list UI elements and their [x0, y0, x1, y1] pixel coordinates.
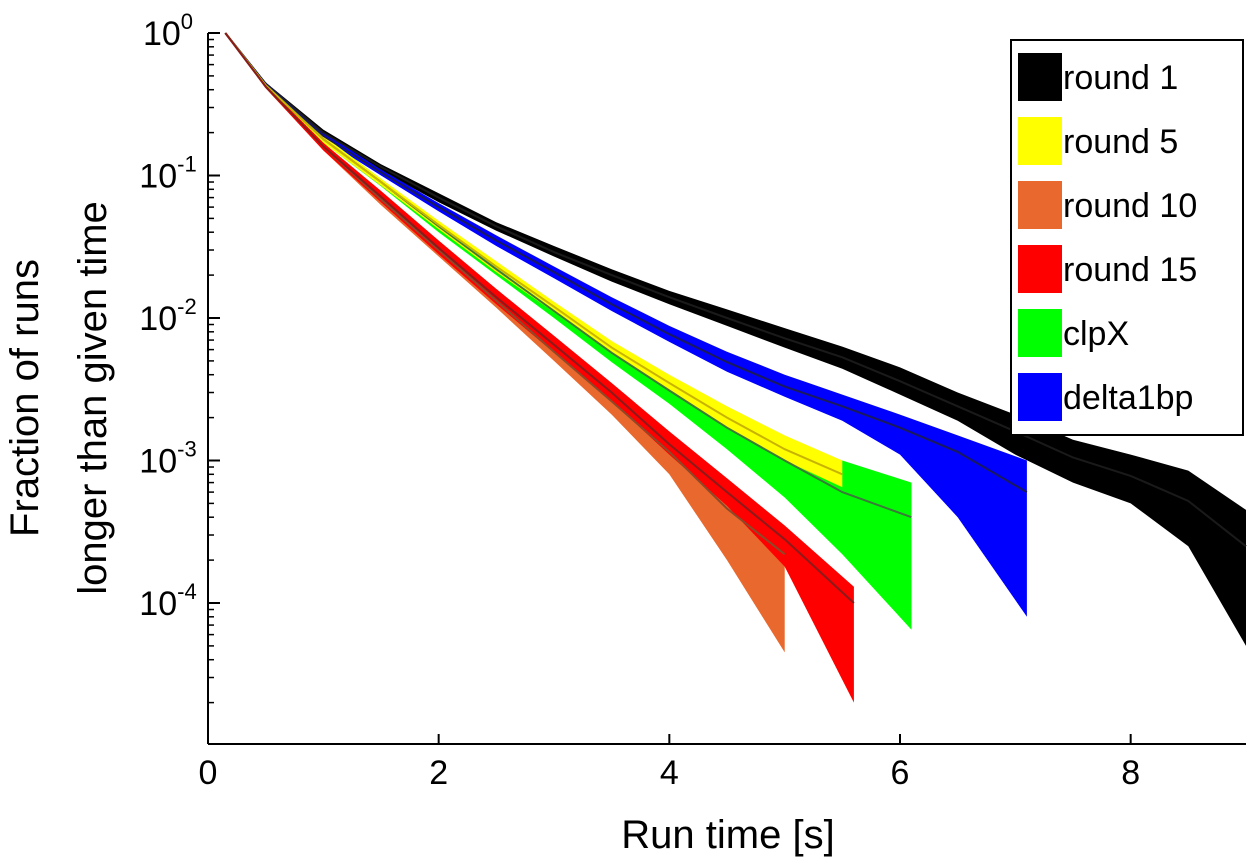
y-tick-label: 100 [143, 9, 193, 53]
series-lines [224, 32, 1247, 604]
x-tick-label: 8 [1121, 754, 1140, 792]
line-delta1bp [224, 32, 1028, 493]
legend-label-clpx: clpX [1063, 315, 1129, 353]
legend-swatch-round-10 [1018, 181, 1062, 229]
y-tick-label: 10-4 [139, 579, 196, 623]
x-tick-label: 6 [891, 754, 910, 792]
legend: round 1 round 5 round 10 round 15 clpX delta1… [1010, 39, 1244, 436]
legend-swatch-round-15 [1018, 245, 1062, 293]
y-axis-label-line-1: Fraction of runs [3, 259, 47, 537]
line-round-15 [224, 32, 855, 604]
legend-swatch-round-1 [1018, 53, 1062, 101]
legend-label-round-1: round 1 [1063, 59, 1178, 97]
legend-box [1010, 39, 1244, 436]
legend-label-round-10: round 10 [1063, 187, 1197, 225]
y-tick-label: 10-3 [139, 437, 196, 481]
line-round-1 [224, 32, 1247, 548]
x-tick-label: 2 [429, 754, 448, 792]
legend-swatch-delta1bp [1018, 373, 1062, 421]
band-clpx [225, 33, 912, 630]
band-round-5 [225, 33, 843, 488]
y-tick-label: 10-2 [139, 294, 196, 338]
axes: 0 2 4 6 8 100 10-1 10-2 10-3 10-4 [139, 9, 1246, 792]
x-tick-label: 0 [199, 754, 218, 792]
x-axis-label: Run time [s] [621, 813, 834, 857]
legend-swatch-round-5 [1018, 117, 1062, 165]
y-tick-label: 10-1 [139, 152, 196, 196]
legend-swatch-clpx [1018, 309, 1062, 357]
legend-label-delta1bp: delta1bp [1063, 379, 1193, 417]
x-tick-label: 4 [660, 754, 679, 792]
legend-label-round-5: round 5 [1063, 123, 1178, 161]
line-round-5 [224, 32, 843, 476]
legend-label-round-15: round 15 [1063, 251, 1197, 289]
y-axis-label-line-2: longer than given time [71, 201, 115, 595]
